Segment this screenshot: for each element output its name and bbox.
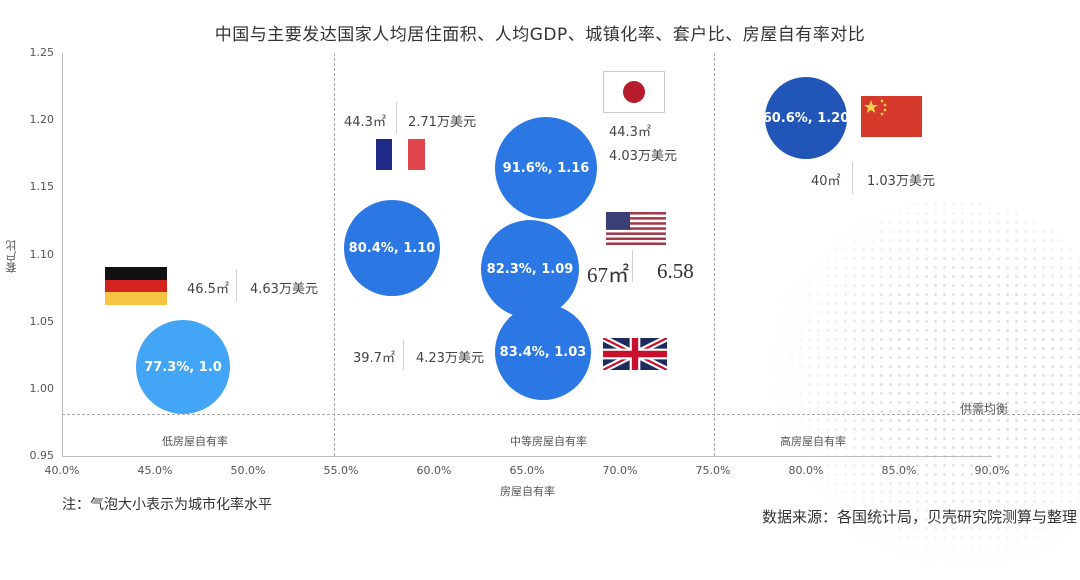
data-source: 数据来源：各国统计局，贝壳研究院测算与整理 <box>762 508 1078 526</box>
x-tick: 90.0% <box>974 464 1010 477</box>
y-tick: 0.95 <box>29 449 55 462</box>
x-tick: 55.0% <box>323 464 359 477</box>
x-tick: 80.0% <box>788 464 824 477</box>
y-tick: 1.00 <box>29 382 55 395</box>
japan-bubble: 91.6%, 1.16 <box>495 117 597 219</box>
x-tick: 50.0% <box>230 464 266 477</box>
usa-flag-icon <box>606 212 666 245</box>
uk-flag-icon <box>603 338 667 370</box>
china-flag-icon <box>861 96 922 137</box>
y-tick: 1.25 <box>29 46 55 59</box>
decorative-dot-pattern <box>760 200 1080 580</box>
x-tick: 45.0% <box>137 464 173 477</box>
france-bubble: 80.4%, 1.10 <box>344 200 440 296</box>
chart-title: 中国与主要发达国家人均居住面积、人均GDP、城镇化率、套户比、房屋自有率对比 <box>214 25 866 45</box>
reference-line-75pct <box>714 53 715 456</box>
reference-line-55pct <box>334 53 335 456</box>
y-tick: 1.10 <box>29 248 55 261</box>
separator <box>403 340 404 370</box>
bubble-size-note: 注：气泡大小表示为城市化率水平 <box>62 497 272 513</box>
x-axis-label: 房屋自有率 <box>500 485 555 498</box>
france-area: 44.3㎡ <box>344 115 386 130</box>
usa-gdp: 6.58 <box>657 259 694 283</box>
china-bubble: 60.6%, 1.20 <box>763 77 849 159</box>
x-tick: 70.0% <box>602 464 638 477</box>
france-flag-icon <box>376 139 426 170</box>
separator <box>396 102 397 134</box>
uk-gdp: 4.23万美元 <box>416 351 484 366</box>
x-tick: 85.0% <box>881 464 917 477</box>
china-gdp: 1.03万美元 <box>867 174 935 189</box>
usa-area: 67㎡ <box>587 263 629 287</box>
china-area: 40㎡ <box>811 174 841 189</box>
japan-flag-icon <box>603 71 665 113</box>
france-gdp: 2.71万美元 <box>408 115 476 130</box>
japan-gdp: 4.03万美元 <box>609 149 677 164</box>
x-tick: 60.0% <box>416 464 452 477</box>
y-axis-line <box>62 53 63 457</box>
germany-flag-icon <box>105 267 167 305</box>
separator <box>632 250 633 282</box>
zone-label-mid: 中等房屋自有率 <box>510 435 587 448</box>
uk-bubble: 83.4%, 1.03 <box>495 304 591 400</box>
balance-label: 供需均衡 <box>960 402 1009 416</box>
x-axis-line <box>62 456 992 457</box>
usa-bubble: 82.3%, 1.09 <box>481 220 579 318</box>
x-tick: 75.0% <box>695 464 731 477</box>
x-tick: 65.0% <box>509 464 545 477</box>
y-tick: 1.20 <box>29 113 55 126</box>
germany-area: 46.5㎡ <box>187 282 229 297</box>
uk-area: 39.7㎡ <box>353 351 395 366</box>
separator <box>852 162 853 194</box>
x-tick: 40.0% <box>44 464 80 477</box>
separator <box>236 269 237 301</box>
germany-gdp: 4.63万美元 <box>250 282 318 297</box>
japan-area: 44.3㎡ <box>609 125 651 140</box>
y-tick: 1.15 <box>29 180 55 193</box>
zone-label-high: 高房屋自有率 <box>780 435 846 448</box>
zone-label-low: 低房屋自有率 <box>162 435 228 448</box>
supply-demand-balance-line <box>62 414 1080 415</box>
germany-bubble: 77.3%, 1.0 <box>136 320 230 414</box>
y-tick: 1.05 <box>29 315 55 328</box>
